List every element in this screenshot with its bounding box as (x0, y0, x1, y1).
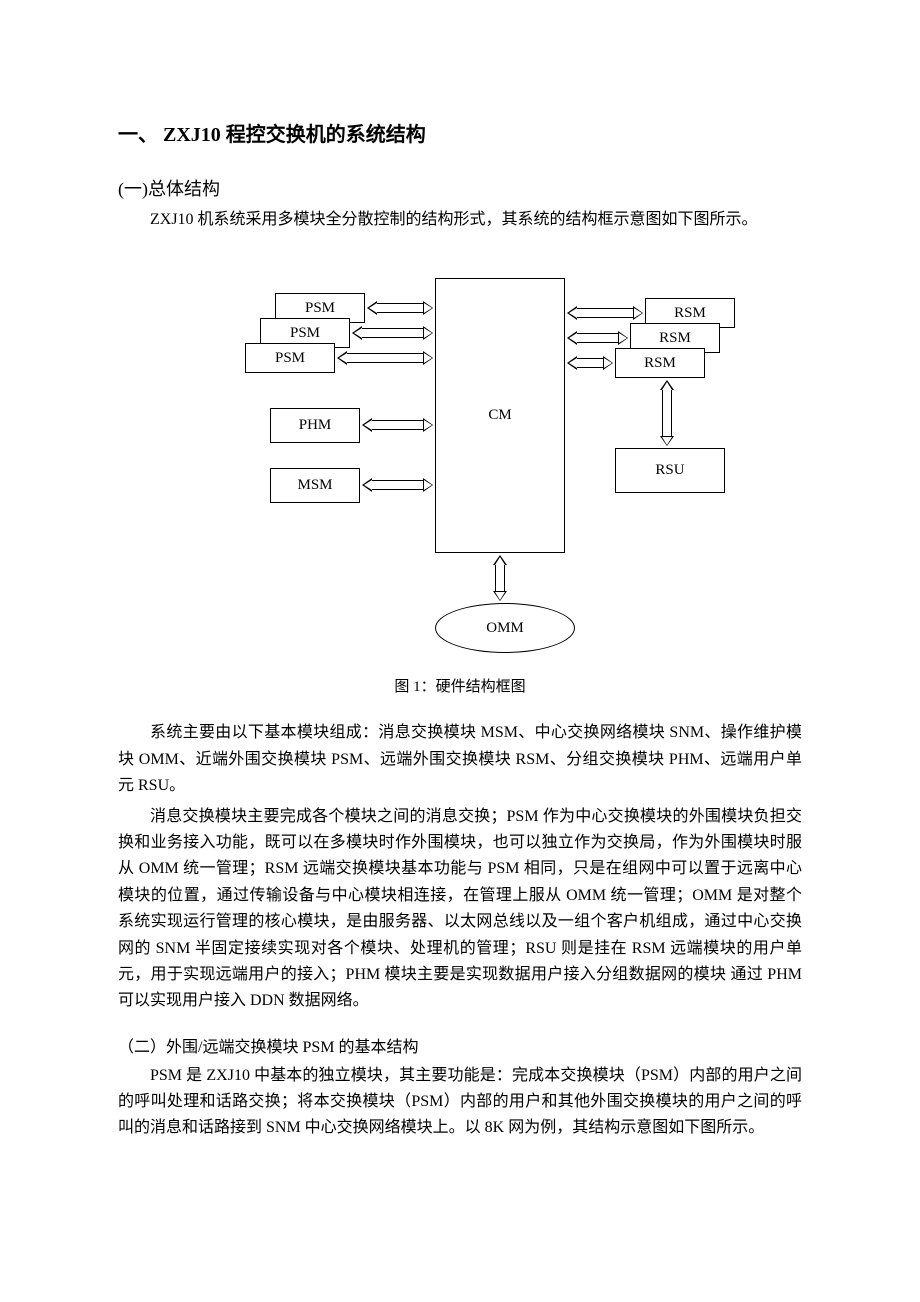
arrow-phm-cm (362, 418, 433, 432)
arrow-psm1-cm (367, 301, 433, 315)
box-phm-label: PHM (299, 417, 332, 434)
arrow-msm-cm (362, 478, 433, 492)
oval-omm-label: OMM (486, 620, 524, 637)
box-rsm-3: RSM (615, 348, 705, 378)
arrow-cm-rsm3 (567, 356, 613, 370)
document-page: 一、 ZXJ10 程控交换机的系统结构 (一)总体结构 ZXJ10 机系统采用多… (0, 0, 920, 1186)
figure-1-caption: 图 1：硬件结构框图 (118, 675, 802, 696)
box-psm-1-label: PSM (305, 300, 335, 317)
paragraph-psm: PSM 是 ZXJ10 中基本的独立模块，其主要功能是：完成本交换模块（PSM）… (118, 1063, 802, 1142)
paragraph-detail: 消息交换模块主要完成各个模块之间的消息交换；PSM 作为中心交换模块的外围模块负… (118, 804, 802, 1015)
paragraph-modules: 系统主要由以下基本模块组成：消息交换模块 MSM、中心交换网络模块 SNM、操作… (118, 720, 802, 799)
figure-1-diagram: CM PSM PSM PSM PHM MSM RSM (190, 263, 730, 663)
arrow-cm-rsm1 (567, 306, 643, 320)
box-rsu-label: RSU (655, 462, 684, 479)
heading-2-psm: （二）外围/远端交换模块 PSM 的基本结构 (118, 1033, 802, 1057)
box-rsm-3-label: RSM (644, 355, 676, 372)
figure-1-wrap: CM PSM PSM PSM PHM MSM RSM (118, 263, 802, 663)
box-rsm-1-label: RSM (674, 305, 706, 322)
box-cm: CM (435, 278, 565, 553)
box-msm: MSM (270, 468, 360, 503)
box-rsu: RSU (615, 448, 725, 493)
arrow-cm-omm (493, 555, 507, 601)
box-msm-label: MSM (297, 477, 332, 494)
box-psm-3: PSM (245, 343, 335, 373)
arrow-cm-rsm2 (567, 331, 628, 345)
heading-2-overall: (一)总体结构 (118, 175, 802, 201)
arrow-psm2-cm (352, 326, 433, 340)
paragraph-intro: ZXJ10 机系统采用多模块全分散控制的结构形式，其系统的结构框示意图如下图所示… (118, 207, 802, 233)
arrow-rsm-rsu (660, 380, 674, 446)
box-psm-2-label: PSM (290, 325, 320, 342)
box-cm-label: CM (488, 407, 511, 424)
box-rsm-2-label: RSM (659, 330, 691, 347)
arrow-psm3-cm (337, 351, 433, 365)
box-psm-3-label: PSM (275, 350, 305, 367)
heading-1: 一、 ZXJ10 程控交换机的系统结构 (118, 118, 802, 147)
box-phm: PHM (270, 408, 360, 443)
oval-omm: OMM (435, 603, 575, 653)
